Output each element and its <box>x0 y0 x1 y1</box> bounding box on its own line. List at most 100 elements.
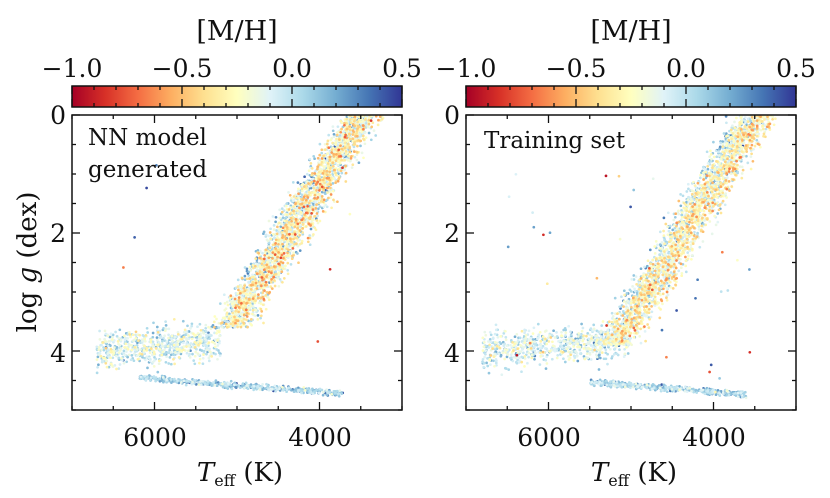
data-point <box>272 265 276 268</box>
data-point <box>273 284 277 288</box>
data-point <box>348 118 352 121</box>
data-point <box>234 291 238 295</box>
data-point <box>179 381 183 384</box>
data-point <box>695 391 699 394</box>
data-point <box>344 150 348 153</box>
panel-annotation-line2: generated <box>88 157 207 183</box>
data-point <box>357 161 361 165</box>
data-point <box>251 308 255 312</box>
data-point <box>310 167 314 170</box>
data-point <box>282 209 286 212</box>
data-point <box>316 156 320 160</box>
data-point <box>196 325 199 329</box>
data-point <box>193 345 197 349</box>
data-point <box>144 334 148 337</box>
data-point <box>287 191 290 194</box>
data-point <box>334 173 338 177</box>
data-point <box>662 216 666 220</box>
data-point <box>129 335 132 339</box>
data-point <box>267 270 271 273</box>
data-point <box>334 159 338 163</box>
data-point <box>236 292 240 295</box>
data-point <box>592 323 596 327</box>
data-point <box>267 219 271 223</box>
colorbar-label: [M/H] <box>196 16 277 47</box>
data-point <box>302 386 306 389</box>
data-point <box>299 211 303 214</box>
data-point <box>201 331 205 334</box>
data-point <box>218 334 221 338</box>
data-point <box>169 353 173 357</box>
data-point <box>597 368 601 371</box>
data-point <box>243 386 246 390</box>
data-point <box>536 347 540 351</box>
data-point <box>200 349 204 352</box>
data-point <box>342 138 346 141</box>
colorbar <box>72 86 402 107</box>
data-point <box>300 193 304 197</box>
data-point <box>349 157 353 160</box>
data-point <box>254 308 258 312</box>
data-point <box>257 272 261 275</box>
data-point <box>154 379 157 383</box>
data-point <box>167 327 171 331</box>
data-point <box>327 146 331 150</box>
data-point <box>307 222 311 226</box>
data-point <box>505 355 509 359</box>
data-point <box>348 212 352 216</box>
data-point <box>198 335 201 338</box>
data-point <box>259 316 262 320</box>
data-point <box>144 377 148 381</box>
data-point <box>234 306 237 310</box>
data-point <box>350 155 353 158</box>
data-point <box>272 275 276 279</box>
data-point <box>237 298 241 302</box>
data-point <box>366 125 370 129</box>
data-point <box>245 277 249 281</box>
data-point <box>239 325 243 329</box>
data-point <box>291 254 294 258</box>
data-point <box>296 222 300 226</box>
data-point <box>95 371 99 375</box>
data-point <box>277 238 280 242</box>
data-point <box>198 357 202 361</box>
data-point <box>694 296 697 300</box>
data-point <box>152 321 155 325</box>
data-point <box>265 275 268 278</box>
data-point <box>127 331 131 334</box>
data-point <box>380 117 384 121</box>
data-point <box>253 290 257 294</box>
data-point <box>225 313 229 317</box>
data-point <box>309 224 312 227</box>
data-point <box>325 388 328 391</box>
data-point <box>232 320 235 324</box>
data-point <box>294 219 298 223</box>
data-point <box>194 333 198 337</box>
data-point <box>180 337 184 341</box>
data-point <box>115 349 118 353</box>
data-point <box>355 158 359 162</box>
data-point <box>145 349 149 352</box>
data-point <box>309 215 312 219</box>
data-point <box>103 329 107 333</box>
data-point <box>328 267 332 271</box>
data-point <box>241 290 244 294</box>
data-point <box>338 150 342 154</box>
data-point <box>158 336 162 340</box>
data-point <box>290 219 293 223</box>
data-point <box>316 165 320 169</box>
data-point <box>353 126 356 130</box>
data-point <box>164 327 168 331</box>
data-point <box>316 340 320 343</box>
data-point <box>281 213 285 217</box>
data-point <box>296 239 300 242</box>
data-point <box>337 168 341 172</box>
data-point <box>289 237 292 241</box>
data-point <box>154 376 158 379</box>
data-point <box>256 296 260 300</box>
data-point <box>536 322 540 326</box>
data-point <box>284 264 287 268</box>
data-point <box>360 151 364 155</box>
data-point <box>202 343 206 347</box>
data-point <box>318 178 322 182</box>
